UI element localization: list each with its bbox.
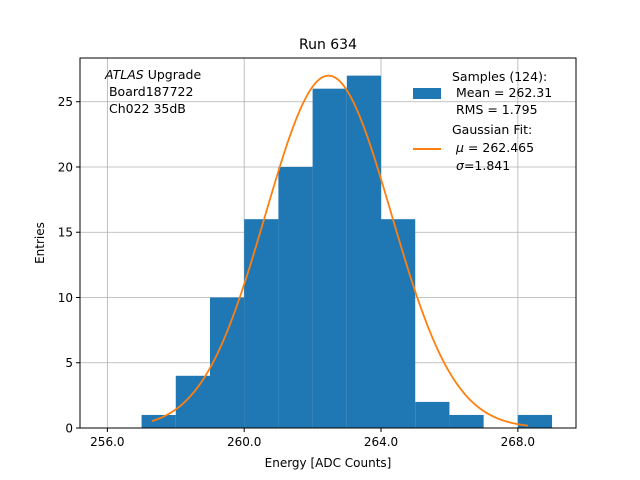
sigma-value: =1.841 [464, 158, 510, 173]
x-axis-ticks: 256.0 260.0 264.0 268.0 [90, 428, 535, 449]
y-tick-label: 20 [58, 160, 73, 174]
histogram-bar [244, 219, 279, 428]
histogram-bar [346, 75, 382, 428]
gaussian-fit [151, 74, 529, 427]
histogram-bar [175, 375, 210, 428]
gaussian-fit-curve [151, 74, 529, 427]
annotation-line-1: ATLAS Upgrade [104, 67, 201, 82]
annotation-channel: Ch022 35dB [105, 101, 186, 116]
histogram-bars [141, 75, 553, 429]
histogram-bar [517, 414, 553, 428]
mu-value: = 262.465 [464, 140, 534, 155]
atlas-annotation: ATLAS Upgrade Board187722 Ch022 35dB [104, 67, 201, 116]
annotation-board: Board187722 [105, 84, 193, 99]
legend-fit-sigma: σ=1.841 [456, 158, 510, 173]
x-axis-label: Energy [ADC Counts] [265, 456, 392, 470]
histogram-bar [312, 88, 347, 428]
y-tick-label: 15 [58, 226, 73, 240]
sigma-symbol: σ [456, 158, 465, 173]
histogram-bar [209, 297, 245, 428]
histogram-bar [278, 166, 313, 429]
mu-symbol: μ [455, 140, 464, 155]
y-axis-ticks: 0 5 10 15 20 25 [58, 95, 80, 436]
legend: Samples (124): Mean = 262.31 RMS = 1.795… [413, 69, 552, 173]
histogram-bar [415, 401, 450, 428]
x-tick-label: 260.0 [227, 435, 261, 449]
y-axis-label: Entries [33, 222, 47, 264]
x-tick-label: 264.0 [364, 435, 398, 449]
y-tick-label: 0 [65, 422, 73, 436]
y-tick-label: 25 [58, 95, 73, 109]
atlas-label: ATLAS [104, 67, 144, 82]
y-tick-label: 5 [65, 356, 73, 370]
histogram-bar [381, 219, 416, 428]
histogram-bar [141, 414, 176, 428]
upgrade-label: Upgrade [144, 67, 202, 82]
x-tick-label: 256.0 [90, 435, 124, 449]
legend-fit-title: Gaussian Fit: [452, 122, 532, 137]
legend-samples-rms: RMS = 1.795 [452, 102, 538, 117]
histogram-bar [449, 414, 484, 428]
legend-samples-mean: Mean = 262.31 [452, 85, 552, 100]
legend-samples-title: Samples (124): [452, 69, 547, 84]
plot-frame [79, 57, 577, 429]
chart-title: Run 634 [299, 37, 357, 53]
y-tick-label: 10 [58, 291, 73, 305]
x-tick-label: 268.0 [501, 435, 535, 449]
legend-samples-swatch [413, 88, 441, 99]
legend-fit-mu: μ = 262.465 [455, 140, 534, 155]
